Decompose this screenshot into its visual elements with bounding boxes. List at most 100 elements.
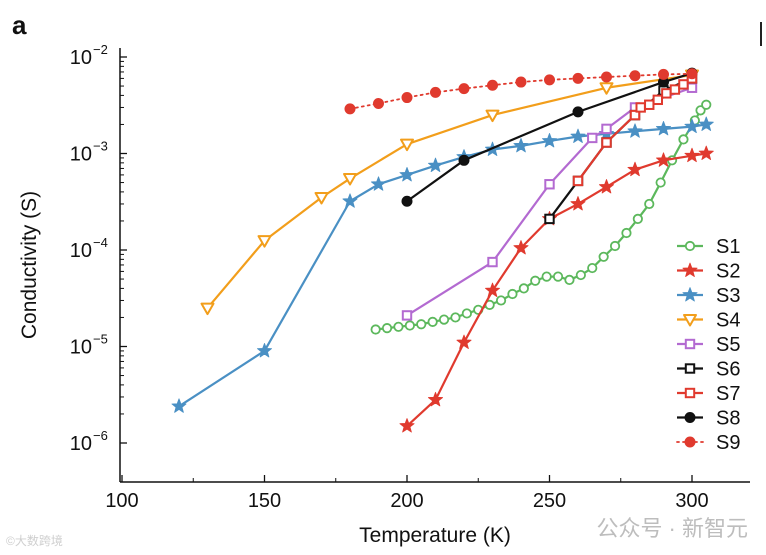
data-point [627, 161, 643, 177]
data-point [544, 74, 555, 86]
data-point [572, 175, 584, 187]
series-s9 [344, 68, 698, 115]
data-point [518, 283, 529, 294]
legend-item-s8: S8 [677, 408, 740, 430]
data-point [485, 109, 500, 123]
y-tick-label: 10 [70, 433, 92, 455]
data-point [572, 72, 584, 84]
data-point [684, 118, 700, 134]
data-point [564, 274, 575, 285]
data-point [458, 83, 470, 95]
data-point [399, 167, 415, 182]
data-point [599, 82, 614, 95]
data-point [427, 391, 444, 407]
x-axis-label: Temperature (K) [359, 524, 511, 547]
edge-mark [760, 22, 762, 46]
data-point [684, 147, 700, 163]
data-point [373, 97, 384, 109]
data-point [632, 213, 643, 225]
legend-label: S8 [716, 408, 740, 430]
series-s5 [401, 82, 698, 321]
legend-item-s3: S3 [677, 285, 740, 307]
y-tick-label: 10 [70, 47, 92, 69]
x-ticks: 100 150 200 250 300 [105, 475, 709, 512]
panel-label: a [12, 10, 27, 40]
data-point [404, 320, 415, 331]
data-point [644, 99, 655, 110]
legend-marker [684, 412, 696, 423]
data-point [513, 240, 529, 255]
series-s4 [200, 69, 699, 316]
data-point [655, 177, 666, 188]
data-point [342, 193, 358, 208]
watermark-left: ©大数跨境 [6, 534, 63, 548]
legend-marker [684, 363, 696, 374]
data-point [609, 240, 621, 252]
data-point [598, 179, 615, 194]
legend-item-s9: S9 [676, 432, 740, 454]
y-tick-exponent: −2 [93, 42, 108, 57]
data-point [601, 137, 612, 148]
data-point [530, 275, 541, 286]
legend-item-s7: S7 [677, 383, 740, 405]
data-point [570, 196, 586, 211]
data-point [416, 319, 427, 330]
data-point [438, 314, 450, 325]
data-point [401, 92, 413, 104]
data-point [458, 154, 470, 166]
data-point [450, 312, 461, 323]
data-point [552, 271, 564, 282]
data-point [621, 227, 632, 239]
legend-label: S7 [716, 383, 740, 405]
y-axis-label: Conductivity (S) [18, 191, 41, 339]
data-point [401, 195, 413, 207]
series-s3 [171, 116, 714, 413]
y-tick-exponent: −5 [93, 332, 108, 347]
legend-marker [684, 436, 696, 448]
data-point [678, 134, 689, 145]
legend-label: S9 [716, 432, 740, 454]
series-s2 [399, 145, 714, 433]
y-tick-label: 10 [70, 240, 92, 262]
data-point [399, 418, 415, 433]
legend-marker [682, 287, 698, 302]
legend-label: S6 [716, 359, 740, 381]
data-point [629, 70, 641, 82]
legend-label: S3 [716, 285, 740, 307]
data-point [370, 176, 387, 191]
data-point [427, 157, 444, 173]
x-tick-label: 300 [675, 490, 708, 512]
y-tick-base: 10 [70, 47, 92, 69]
y-tick-label: 10 [70, 337, 92, 359]
legend-item-s5: S5 [677, 334, 740, 356]
data-point [430, 86, 441, 98]
data-point [587, 132, 598, 144]
legend-label: S1 [716, 236, 740, 258]
data-point [701, 99, 712, 110]
data-point [544, 213, 555, 225]
data-point [456, 334, 472, 349]
data-point [698, 145, 714, 160]
y-tick-exponent: −4 [93, 235, 108, 250]
data-point [658, 68, 669, 80]
legend-label: S2 [716, 261, 740, 283]
data-point [343, 173, 357, 186]
data-point [515, 76, 527, 88]
data-point [487, 79, 498, 91]
data-point [401, 310, 413, 321]
data-point [344, 103, 356, 115]
data-point [686, 68, 698, 80]
series-s8 [401, 67, 698, 207]
y-tick-exponent: −3 [93, 139, 108, 154]
series-line-s3 [178, 123, 707, 408]
legend-item-s4: S4 [677, 310, 740, 332]
y-tick-base: 10 [70, 240, 92, 262]
legend-marker [683, 314, 697, 327]
series-s1 [370, 99, 712, 335]
x-tick-label: 150 [248, 490, 281, 512]
data-point [627, 123, 643, 138]
x-tick-label: 200 [390, 490, 423, 512]
legend-marker [684, 338, 696, 350]
data-point [652, 94, 663, 106]
watermark-right: 公众号 · 新智元 [596, 516, 748, 541]
